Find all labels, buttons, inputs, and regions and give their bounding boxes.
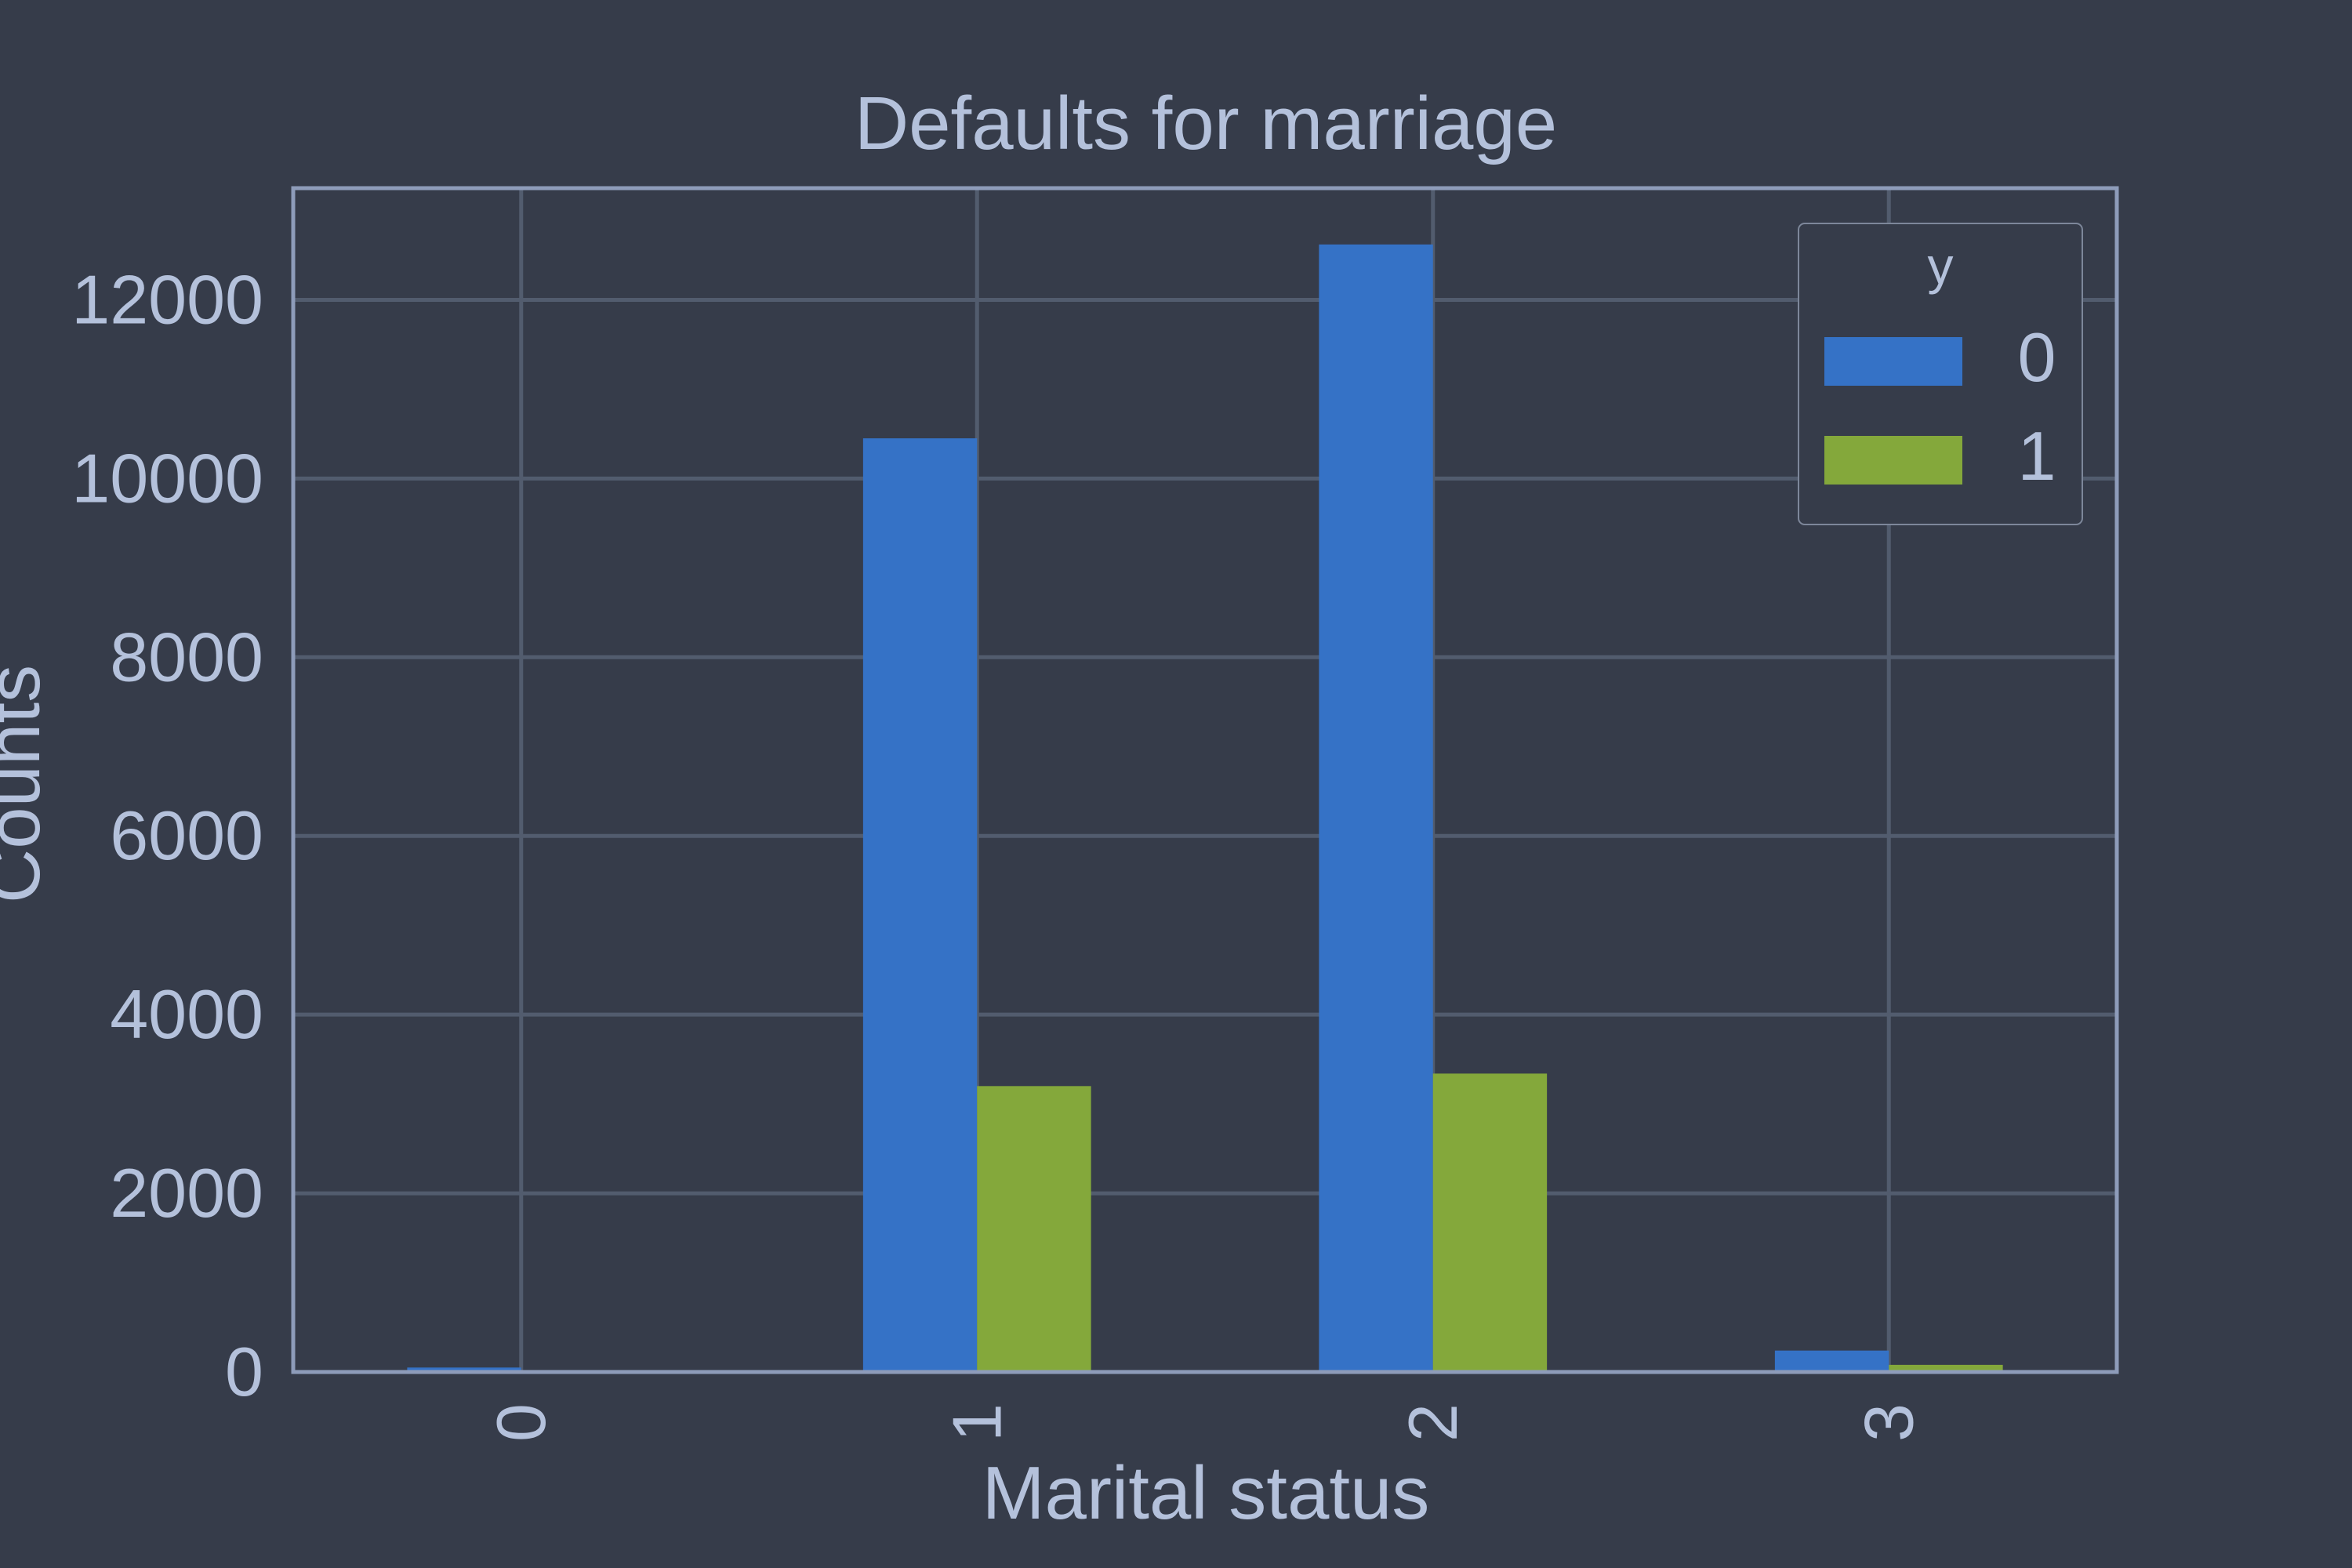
legend-swatch-1 [1824, 436, 1962, 485]
legend-items: 01 [1824, 318, 2056, 495]
legend: y 01 [1798, 223, 2083, 525]
x-tick-label: 1 [938, 1403, 1015, 1442]
axes-frame [291, 186, 2119, 1374]
y-tick-label: 10000 [71, 439, 263, 517]
y-tick-label: 2000 [110, 1154, 263, 1232]
x-tick-label: 0 [482, 1403, 560, 1442]
bar-series-0-cat-3 [1774, 1350, 1889, 1372]
x-axis-label: Marital status [982, 1451, 1430, 1535]
y-tick-label: 4000 [110, 975, 263, 1053]
x-tick-label: 2 [1394, 1403, 1472, 1442]
legend-label-1: 1 [2018, 417, 2056, 495]
y-tick-label: 12000 [71, 260, 263, 338]
bar-series-0-cat-1 [862, 438, 978, 1372]
legend-swatch-0 [1824, 337, 1962, 386]
bar-series-1-cat-2 [1432, 1073, 1548, 1372]
legend-title: y [1928, 237, 1954, 295]
bar-series-0-cat-0 [407, 1367, 521, 1372]
x-tick-label: 3 [1849, 1403, 1927, 1442]
bars [407, 244, 2003, 1372]
bar-series-0-cat-2 [1319, 244, 1433, 1372]
y-axis-label: Counts [0, 665, 56, 903]
x-tick-labels: 0 1 2 3 [482, 1403, 1928, 1442]
chart-title: Defaults for marriage [855, 82, 1557, 165]
y-tick-label: 8000 [110, 618, 263, 695]
y-tick-label: 0 [225, 1333, 263, 1410]
bar-series-1-cat-1 [977, 1086, 1091, 1372]
y-tick-label: 6000 [110, 797, 263, 874]
y-tick-labels: 0 2000 4000 6000 8000 10000 12000 [71, 260, 263, 1410]
legend-label-0: 0 [2018, 318, 2056, 396]
bar-series-1-cat-3 [1889, 1364, 2003, 1372]
